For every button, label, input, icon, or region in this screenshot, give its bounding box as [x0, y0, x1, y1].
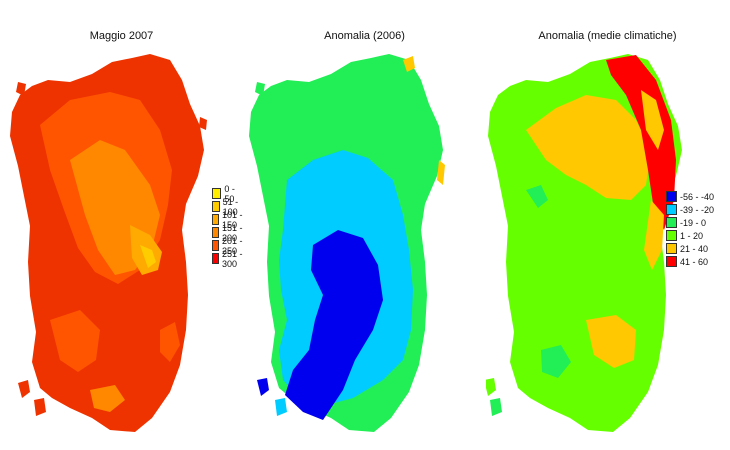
legend-swatch — [666, 243, 677, 254]
legend-swatch — [212, 227, 219, 238]
sardinia-island-shape — [486, 54, 682, 432]
legend-label: 201 - 250 — [221, 235, 243, 256]
legend-swatch — [212, 214, 219, 225]
legend-label: 21 - 40 — [680, 243, 709, 254]
legend-swatch — [212, 201, 220, 212]
legend-swatch — [666, 230, 677, 241]
sardinia-island-shape — [10, 54, 207, 432]
panel-title: Anomalia (medie climatiche) — [538, 30, 677, 42]
legend-swatch — [666, 204, 677, 215]
legend-item: 51 - 100 — [212, 197, 243, 217]
legend-label: 0 - 50 — [224, 183, 235, 204]
legend-swatch — [212, 253, 219, 264]
legend-label: -56 - -40 — [680, 191, 715, 202]
sardinia-map — [486, 54, 682, 432]
legend-item: 41 - 60 — [666, 255, 714, 268]
legend-label: 1 - 20 — [680, 230, 704, 241]
legend-item: 151 - 200 — [212, 223, 243, 243]
sardinia-map — [249, 54, 445, 432]
map-panel-maggio: Maggio 2007 0 - 50 51 - 100 101 - — [0, 0, 243, 450]
legend-label: 151 - 200 — [221, 222, 243, 243]
legend-swatch — [212, 240, 219, 251]
legend-label: 41 - 60 — [680, 256, 709, 267]
legend-swatch — [666, 191, 677, 202]
legend-item: -39 - -20 — [666, 203, 714, 216]
legend-label: 51 - 100 — [222, 196, 239, 217]
legend: -56 - -40 -39 - -20 -19 - 0 1 - 20 21 - … — [666, 190, 714, 268]
legend-label: -19 - 0 — [680, 217, 707, 228]
map-panel-anomalia-2006: Anomalia (2006) — [243, 0, 486, 450]
panel-title: Maggio 2007 — [89, 30, 154, 42]
map-panel-anomalia-medie: Anomalia (medie climatiche) -56 - -40 -3… — [486, 0, 729, 450]
legend-swatch — [666, 256, 677, 267]
sardinia-map — [10, 54, 207, 432]
sardinia-island-shape — [249, 54, 445, 432]
legend-item: 0 - 50 — [212, 184, 243, 204]
legend-item: -56 - -40 — [666, 190, 714, 203]
legend-label: 101 - 150 — [221, 209, 243, 230]
legend-swatch — [212, 188, 222, 199]
legend-item: 1 - 20 — [666, 229, 714, 242]
legend-label: 251 - 300 — [221, 248, 243, 269]
legend-item: 101 - 150 — [212, 210, 243, 230]
legend-swatch — [666, 217, 677, 228]
legend: 0 - 50 51 - 100 101 - 150 151 - 200 201 … — [212, 184, 243, 269]
legend-item: 201 - 250 — [212, 236, 243, 256]
legend-item: -19 - 0 — [666, 216, 714, 229]
legend-label: -39 - -20 — [680, 204, 715, 215]
legend-item: 251 - 300 — [212, 249, 243, 269]
legend-item: 21 - 40 — [666, 242, 714, 255]
panel-title: Anomalia (2006) — [324, 30, 405, 42]
